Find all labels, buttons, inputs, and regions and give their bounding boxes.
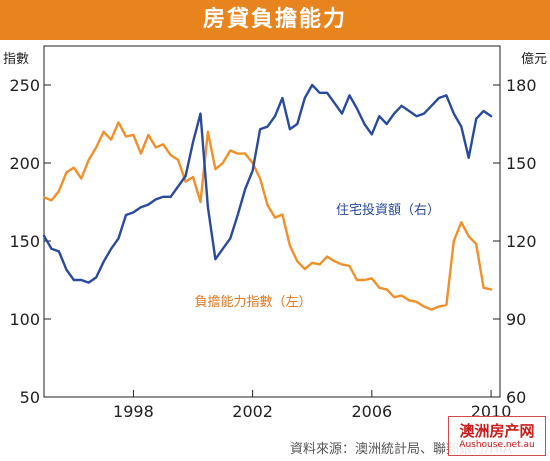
left-tick-label: 150 <box>9 232 40 251</box>
watermark-url: Aushouse.net.au <box>459 440 535 450</box>
left-tick-label: 200 <box>9 154 40 173</box>
x-tick-label: 2006 <box>351 402 392 421</box>
right-tick-label: 120 <box>506 232 537 251</box>
right-tick-label: 150 <box>506 154 537 173</box>
affordability-index-line <box>42 121 493 311</box>
right-axis-unit: 億元 <box>521 51 547 67</box>
plot-frame <box>43 45 501 398</box>
watermark-title: 澳洲房产网 <box>459 422 535 440</box>
right-tick-label: 180 <box>506 76 537 95</box>
chart-title: 房貸負擔能力 <box>202 7 347 32</box>
left-tick-label: 250 <box>9 76 40 95</box>
title-banner <box>0 0 550 40</box>
left-tick-label: 100 <box>9 310 40 329</box>
left-tick-label: 50 <box>20 388 40 407</box>
x-tick-label: 1998 <box>113 402 154 421</box>
watermark-logo: 澳洲房产网 Aushouse.net.au <box>448 416 546 456</box>
housing-investment-line <box>42 83 493 284</box>
right-tick-label: 90 <box>506 310 526 329</box>
housing-investment-annotation: 住宅投資額（右） <box>336 202 440 218</box>
right-tick-label: 60 <box>506 388 526 407</box>
affordability-index-annotation: 負擔能力指數（左） <box>194 295 311 310</box>
x-tick-label: 2002 <box>232 402 273 421</box>
left-axis-unit: 指數 <box>3 52 29 67</box>
